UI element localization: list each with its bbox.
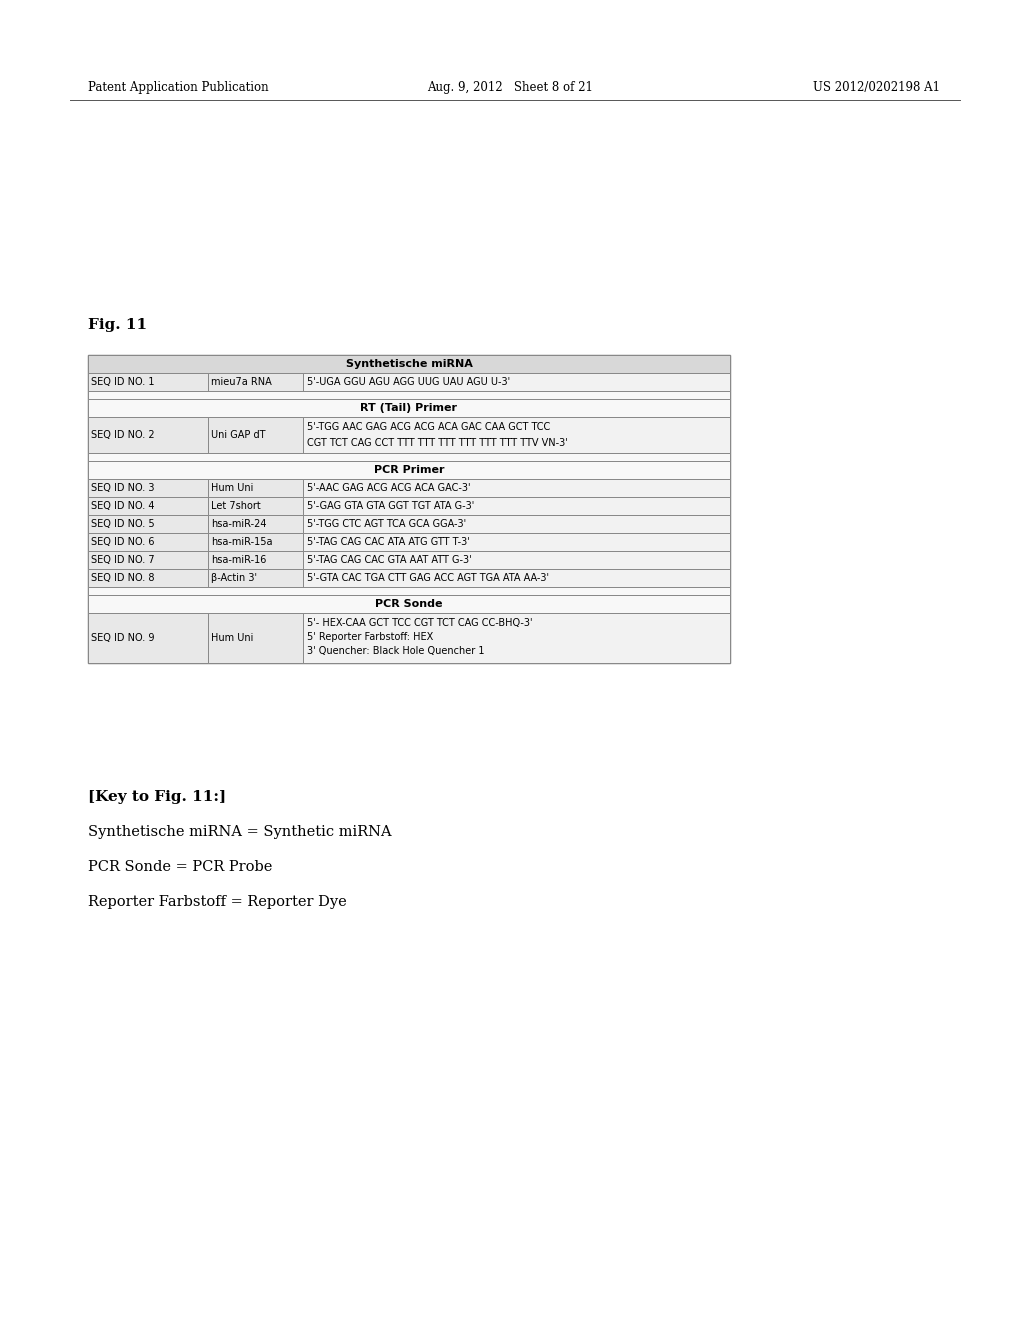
Bar — [208, 612, 303, 663]
Text: SEQ ID NO. 6: SEQ ID NO. 6 — [91, 537, 155, 546]
Text: 5'-AAC GAG ACG ACG ACA GAC-3': 5'-AAC GAG ACG ACG ACA GAC-3' — [307, 483, 470, 492]
Bar — [88, 515, 208, 533]
Bar — [88, 391, 730, 399]
Bar — [88, 550, 208, 569]
Text: 5'-TAG CAG CAC GTA AAT ATT G-3': 5'-TAG CAG CAC GTA AAT ATT G-3' — [307, 554, 472, 565]
Bar — [303, 374, 730, 391]
Bar — [88, 399, 730, 417]
Bar — [208, 515, 303, 533]
Bar — [88, 479, 208, 498]
Text: Patent Application Publication: Patent Application Publication — [88, 82, 268, 95]
Text: 5'-GTA CAC TGA CTT GAG ACC AGT TGA ATA AA-3': 5'-GTA CAC TGA CTT GAG ACC AGT TGA ATA A… — [307, 573, 549, 583]
Text: SEQ ID NO. 1: SEQ ID NO. 1 — [91, 378, 155, 387]
Bar — [303, 550, 730, 569]
Text: 5'- HEX-CAA GCT TCC CGT TCT CAG CC-BHQ-3': 5'- HEX-CAA GCT TCC CGT TCT CAG CC-BHQ-3… — [307, 618, 532, 628]
Bar — [88, 461, 730, 479]
Text: US 2012/0202198 A1: US 2012/0202198 A1 — [813, 82, 940, 95]
Text: RT (Tail) Primer: RT (Tail) Primer — [360, 403, 458, 413]
Text: 5'-TGG CTC AGT TCA GCA GGA-3': 5'-TGG CTC AGT TCA GCA GGA-3' — [307, 519, 466, 529]
Bar — [303, 498, 730, 515]
Bar — [88, 417, 208, 453]
Bar — [208, 498, 303, 515]
Bar — [88, 595, 730, 612]
Bar — [208, 550, 303, 569]
Text: Synthetische miRNA: Synthetische miRNA — [345, 359, 472, 370]
Text: 5'-GAG GTA GTA GGT TGT ATA G-3': 5'-GAG GTA GTA GGT TGT ATA G-3' — [307, 502, 474, 511]
Text: hsa-miR-24: hsa-miR-24 — [211, 519, 266, 529]
Bar — [88, 374, 208, 391]
Text: 3' Quencher: Black Hole Quencher 1: 3' Quencher: Black Hole Quencher 1 — [307, 645, 484, 656]
Text: mieu7a RNA: mieu7a RNA — [211, 378, 271, 387]
Text: SEQ ID NO. 5: SEQ ID NO. 5 — [91, 519, 155, 529]
Text: SEQ ID NO. 8: SEQ ID NO. 8 — [91, 573, 155, 583]
Text: [Key to Fig. 11:]: [Key to Fig. 11:] — [88, 789, 226, 804]
Bar — [88, 498, 208, 515]
Text: SEQ ID NO. 7: SEQ ID NO. 7 — [91, 554, 155, 565]
Text: SEQ ID NO. 3: SEQ ID NO. 3 — [91, 483, 155, 492]
Text: Synthetische miRNA = Synthetic miRNA: Synthetische miRNA = Synthetic miRNA — [88, 825, 391, 840]
Text: β-Actin 3': β-Actin 3' — [211, 573, 257, 583]
Bar — [88, 355, 730, 663]
Text: hsa-miR-15a: hsa-miR-15a — [211, 537, 272, 546]
Text: 5'-UGA GGU AGU AGG UUG UAU AGU U-3': 5'-UGA GGU AGU AGG UUG UAU AGU U-3' — [307, 378, 510, 387]
Bar — [303, 612, 730, 663]
Bar — [88, 569, 208, 587]
Text: Hum Uni: Hum Uni — [211, 634, 253, 643]
Text: 5' Reporter Farbstoff: HEX: 5' Reporter Farbstoff: HEX — [307, 632, 433, 642]
Text: 5'-TAG CAG CAC ATA ATG GTT T-3': 5'-TAG CAG CAC ATA ATG GTT T-3' — [307, 537, 470, 546]
Bar — [208, 533, 303, 550]
Text: Aug. 9, 2012   Sheet 8 of 21: Aug. 9, 2012 Sheet 8 of 21 — [427, 82, 593, 95]
Bar — [303, 417, 730, 453]
Bar — [88, 533, 208, 550]
Bar — [303, 569, 730, 587]
Text: PCR Primer: PCR Primer — [374, 465, 444, 475]
Bar — [88, 587, 730, 595]
Bar — [303, 479, 730, 498]
Bar — [208, 569, 303, 587]
Text: SEQ ID NO. 2: SEQ ID NO. 2 — [91, 430, 155, 440]
Text: Reporter Farbstoff = Reporter Dye: Reporter Farbstoff = Reporter Dye — [88, 895, 347, 909]
Bar — [208, 479, 303, 498]
Text: SEQ ID NO. 4: SEQ ID NO. 4 — [91, 502, 155, 511]
Text: 5'-TGG AAC GAG ACG ACG ACA GAC CAA GCT TCC: 5'-TGG AAC GAG ACG ACG ACA GAC CAA GCT T… — [307, 422, 550, 432]
Text: SEQ ID NO. 9: SEQ ID NO. 9 — [91, 634, 155, 643]
Text: CGT TCT CAG CCT TTT TTT TTT TTT TTT TTT TTV VN-3': CGT TCT CAG CCT TTT TTT TTT TTT TTT TTT … — [307, 438, 567, 447]
Bar — [88, 453, 730, 461]
Text: Hum Uni: Hum Uni — [211, 483, 253, 492]
Bar — [208, 374, 303, 391]
Text: PCR Sonde = PCR Probe: PCR Sonde = PCR Probe — [88, 861, 272, 874]
Text: PCR Sonde: PCR Sonde — [375, 599, 442, 609]
Bar — [88, 612, 208, 663]
Text: hsa-miR-16: hsa-miR-16 — [211, 554, 266, 565]
Text: Let 7short: Let 7short — [211, 502, 261, 511]
Bar — [88, 355, 730, 374]
Bar — [303, 515, 730, 533]
Bar — [208, 417, 303, 453]
Text: Uni GAP dT: Uni GAP dT — [211, 430, 265, 440]
Text: Fig. 11: Fig. 11 — [88, 318, 147, 333]
Bar — [303, 533, 730, 550]
